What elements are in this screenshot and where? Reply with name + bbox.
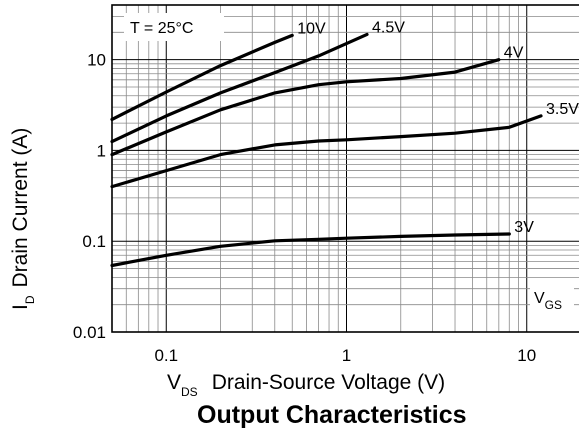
temperature-annotation-box (124, 13, 224, 41)
grid-lines (111, 4, 579, 333)
y-tick-label: 1 (97, 141, 106, 160)
x-tick-label: 10 (517, 346, 536, 365)
legend-title: VGS (534, 290, 562, 312)
curves (110, 32, 543, 268)
series-label-4v: 4V (504, 45, 524, 62)
curve-4v (110, 58, 501, 157)
series-labels: 10V 4.5V 4V 3.5V 3V (297, 19, 579, 236)
temperature-annotation: T = 25°C (130, 20, 193, 37)
y-axis-label: IDDrain Current (A) (9, 128, 37, 310)
curve-3p5v (110, 114, 543, 189)
y-tick-label: 0.01 (73, 323, 106, 342)
legend-title-box (530, 282, 574, 316)
x-axis-label: VDS Drain-Source Voltage (V) (167, 371, 445, 399)
curve-4p5v (110, 32, 369, 144)
plot-frame (111, 4, 579, 333)
series-label-4p5v: 4.5V (372, 19, 405, 36)
y-tick-label: 10 (87, 51, 106, 70)
series-label-3v: 3V (514, 219, 534, 236)
curve-3v (110, 232, 511, 268)
x-tick-label: 1 (342, 346, 351, 365)
x-tick-labels: 0.1 1 10 (154, 346, 536, 365)
series-label-10v: 10V (297, 20, 326, 37)
chart-title: Output Characteristics (197, 401, 467, 429)
x-tick-label: 0.1 (154, 346, 178, 365)
series-label-3p5v: 3.5V (546, 101, 579, 118)
y-tick-labels: 0.01 0.1 1 10 (73, 51, 106, 342)
curve-10v (110, 33, 294, 121)
y-tick-label: 0.1 (82, 232, 106, 251)
